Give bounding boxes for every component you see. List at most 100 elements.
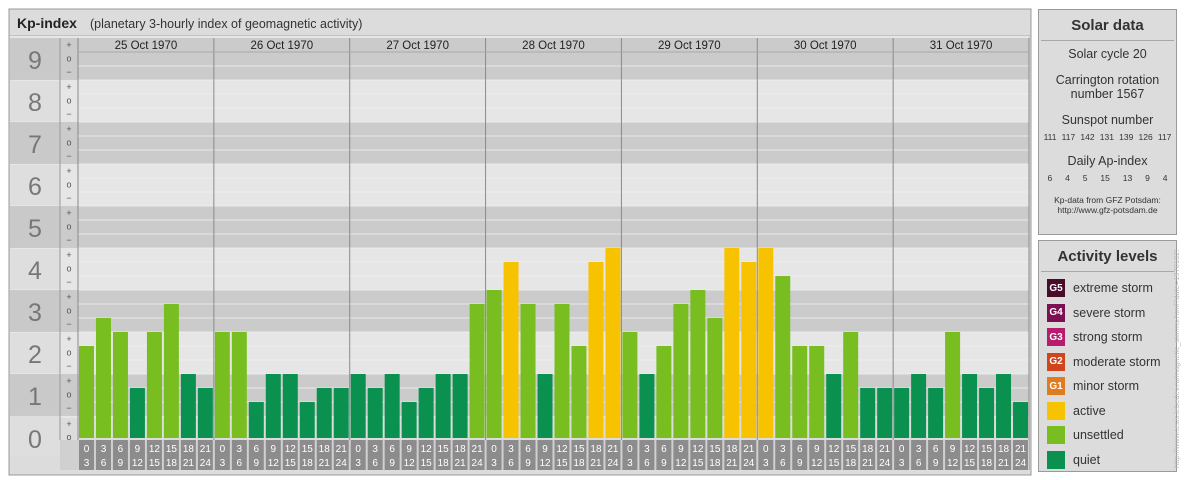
y-label-cell [10, 207, 60, 247]
hour-cell [282, 440, 298, 470]
hour-end-label: 9 [661, 458, 667, 469]
kp-bar [758, 248, 774, 438]
hour-end-label: 21 [862, 458, 874, 469]
band-dark [10, 206, 1029, 248]
hour-end-label: 9 [254, 458, 260, 469]
kp-bar [554, 303, 570, 438]
hour-cell [962, 440, 978, 470]
hour-start-label: 15 [845, 444, 857, 455]
hour-end-label: 6 [372, 458, 378, 469]
kp-bar [112, 332, 128, 438]
hour-cell [248, 440, 264, 470]
hour-start-label: 6 [525, 444, 531, 455]
hour-cell [112, 440, 128, 470]
kp-bar [333, 387, 349, 438]
hour-start-label: 21 [472, 444, 484, 455]
hour-end-label: 12 [132, 458, 144, 469]
legend-swatch: G5 [1047, 279, 1065, 298]
hour-cell [809, 440, 825, 470]
minor-tick-symbol: + [66, 166, 71, 176]
kp-bar [469, 303, 485, 438]
kp-bar [979, 387, 995, 438]
hour-cell [571, 440, 587, 470]
ap-value: 15 [1100, 173, 1110, 183]
legend-swatch [1047, 450, 1065, 469]
hour-cell [758, 440, 774, 470]
solar-data-divider [1041, 40, 1174, 41]
chart-title: Kp-index [17, 15, 77, 31]
y-label-cell [10, 123, 60, 163]
ap-label: Daily Ap-index [1067, 154, 1148, 168]
hour-cell [180, 440, 196, 470]
legend-swatch: G1 [1047, 377, 1065, 396]
kp-bar [945, 332, 961, 438]
hour-end-label: 6 [780, 458, 786, 469]
hour-start-label: 3 [237, 444, 243, 455]
hour-end-label: 24 [743, 458, 755, 469]
hour-end-label: 9 [933, 458, 939, 469]
y-label-cell [10, 249, 60, 289]
y-label-cell [10, 39, 60, 79]
legend-label: extreme storm [1073, 281, 1153, 296]
source-link[interactable]: http://www.gfz-potsdam.de [1057, 205, 1158, 215]
carrington-line2: number 1567 [1070, 87, 1145, 101]
legend-item: unsettled [1039, 423, 1176, 448]
legend-label: quiet [1073, 452, 1101, 467]
day-label: 25 Oct 1970 [115, 40, 178, 52]
y-label-cell [10, 81, 60, 121]
y-label-cell [10, 165, 60, 205]
hour-start-label: 18 [183, 444, 195, 455]
hour-start-label: 9 [135, 444, 141, 455]
hour-start-label: 12 [692, 444, 704, 455]
minor-tick-symbol: + [66, 292, 71, 302]
hour-cell [401, 440, 417, 470]
hour-cell [231, 440, 247, 470]
legend-item: G3 strong storm [1039, 325, 1176, 350]
kp-bar [877, 387, 893, 438]
kp-bar [673, 303, 689, 438]
hour-end-label: 18 [981, 458, 993, 469]
hour-end-label: 15 [556, 458, 568, 469]
sunspot-value: 139 [1119, 132, 1134, 142]
hour-end-label: 3 [763, 458, 769, 469]
hour-cell [894, 440, 910, 470]
hour-start-label: 6 [933, 444, 939, 455]
y-tick-label: 1 [28, 383, 42, 411]
kp-bar [996, 374, 1012, 438]
hour-cell [605, 440, 621, 470]
hour-start-label: 0 [355, 444, 361, 455]
hour-end-label: 18 [302, 458, 314, 469]
hour-end-label: 6 [237, 458, 243, 469]
solar-data-panel: Solar data Solar cycle 20 Carrington rot… [1038, 9, 1177, 235]
activity-levels-panel: Activity levels G5 extreme storm G4 severe … [1038, 240, 1177, 472]
hour-start-label: 6 [118, 444, 124, 455]
y-tick-label: 2 [28, 341, 42, 369]
sunspot-value: 111 [1043, 132, 1057, 142]
hour-end-label: 18 [845, 458, 857, 469]
hour-start-label: 18 [862, 444, 874, 455]
hour-end-label: 21 [590, 458, 602, 469]
kp-bar [571, 345, 587, 438]
y-label-cell [10, 291, 60, 331]
hour-cell [469, 440, 485, 470]
hour-end-label: 3 [627, 458, 633, 469]
hour-end-label: 21 [726, 458, 738, 469]
hour-cell [792, 440, 808, 470]
hour-end-label: 6 [508, 458, 514, 469]
hour-cell [1013, 440, 1028, 470]
sunspot-value: 117 [1157, 132, 1172, 142]
y-tick-label: 9 [28, 47, 42, 75]
hour-cell [707, 440, 723, 470]
hour-start-label: 18 [998, 444, 1010, 455]
hour-start-label: 0 [627, 444, 633, 455]
hour-end-label: 12 [947, 458, 959, 469]
hour-end-label: 18 [438, 458, 450, 469]
kp-bar [180, 374, 196, 438]
hour-start-label: 21 [336, 444, 348, 455]
kp-bar [265, 374, 281, 438]
kp-bar [367, 387, 383, 438]
kp-bar [860, 387, 876, 438]
hour-start-label: 15 [981, 444, 993, 455]
hour-start-label: 21 [743, 444, 755, 455]
ap-value: 4 [1162, 173, 1168, 183]
